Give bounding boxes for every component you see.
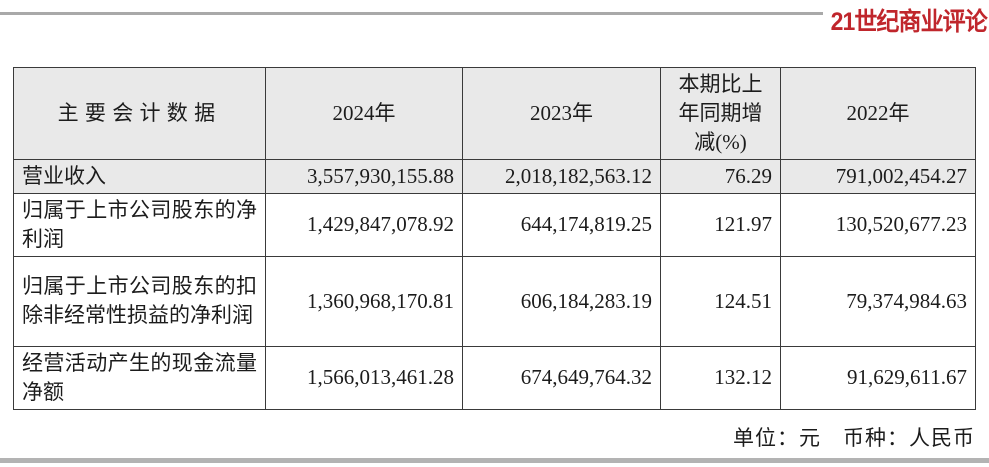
value-2023: 644,174,819.25 — [462, 192, 661, 257]
value-2022: 791,002,454.27 — [780, 158, 976, 194]
value-2022: 91,629,611.67 — [780, 345, 976, 410]
header-2024: 2024年 — [265, 67, 463, 160]
table-row-operating-cash-flow: 经营活动产生的现金流量净额 1,566,013,461.28 674,649,7… — [13, 345, 976, 410]
table-row-net-profit: 归属于上市公司股东的净利润 1,429,847,078.92 644,174,8… — [13, 192, 976, 257]
table-header-row: 主要会计数据 2024年 2023年 本期比上年同期增减(%) 2022年 — [13, 67, 976, 160]
unit-currency-note: 单位：元 币种：人民币 — [733, 426, 975, 450]
value-2024: 1,429,847,078.92 — [265, 192, 463, 257]
value-change: 124.51 — [660, 255, 781, 347]
row-label: 归属于上市公司股东的净利润 — [13, 192, 266, 257]
value-2024: 3,557,930,155.88 — [265, 158, 463, 194]
key-accounting-data-table: 主要会计数据 2024年 2023年 本期比上年同期增减(%) 2022年 营业… — [13, 67, 976, 410]
value-2023: 674,649,764.32 — [462, 345, 661, 410]
value-2023: 606,184,283.19 — [462, 255, 661, 347]
header-2023: 2023年 — [462, 67, 661, 160]
row-label: 归属于上市公司股东的扣除非经常性损益的净利润 — [13, 255, 266, 347]
value-change: 76.29 — [660, 158, 781, 194]
value-change: 121.97 — [660, 192, 781, 257]
value-2023: 2,018,182,563.12 — [462, 158, 661, 194]
header-main-accounting-data: 主要会计数据 — [13, 67, 266, 160]
value-2022: 130,520,677.23 — [780, 192, 976, 257]
header-yoy-change: 本期比上年同期增减(%) — [660, 67, 781, 160]
value-2022: 79,374,984.63 — [780, 255, 976, 347]
value-2024: 1,566,013,461.28 — [265, 345, 463, 410]
bottom-divider-bar — [0, 458, 989, 463]
table-row-operating-revenue: 营业收入 3,557,930,155.88 2,018,182,563.12 7… — [13, 158, 976, 194]
value-change: 132.12 — [660, 345, 781, 410]
top-divider-line — [0, 12, 823, 15]
header-2022: 2022年 — [780, 67, 976, 160]
table-row-net-profit-excl-nonrecurring: 归属于上市公司股东的扣除非经常性损益的净利润 1,360,968,170.81 … — [13, 255, 976, 347]
publication-logo: 21世纪商业评论 — [830, 8, 988, 36]
row-label: 经营活动产生的现金流量净额 — [13, 345, 266, 410]
value-2024: 1,360,968,170.81 — [265, 255, 463, 347]
row-label: 营业收入 — [13, 158, 266, 194]
